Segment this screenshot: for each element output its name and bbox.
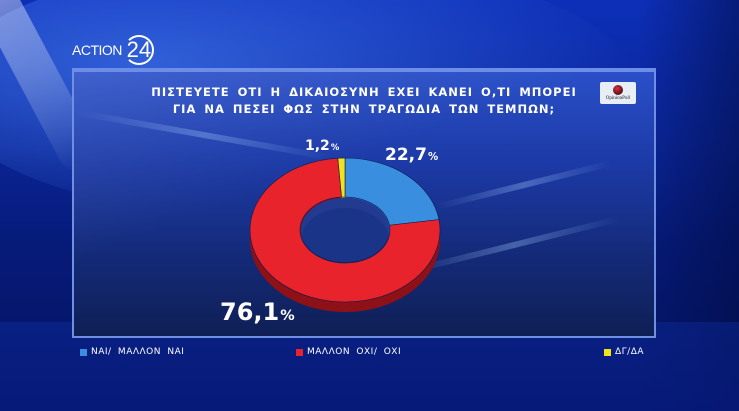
- logo-ring-icon: [123, 35, 154, 65]
- donut-slice-dont-know: [337, 157, 346, 198]
- logo-number: 24: [123, 35, 154, 65]
- label-dont-know: 1,2%: [305, 138, 340, 154]
- logo-word: ACTION: [72, 42, 122, 58]
- donut-slice-yes: [344, 157, 440, 226]
- legend-item-no: ΜΑΛΛΟΝ ΟΧΙ/ ΟΧΙ: [296, 347, 401, 357]
- legend-swatch-yellow: [604, 348, 611, 356]
- donut-chart: [249, 157, 441, 312]
- pollster-logo: OpinionPoll: [600, 82, 636, 104]
- legend-swatch-red: [296, 348, 303, 356]
- pollster-dot-icon: [613, 85, 623, 95]
- legend-item-yes: ΝΑΙ/ ΜΑΛΛΟΝ ΝΑΙ: [80, 347, 184, 357]
- label-yes: 22,7%: [385, 145, 439, 165]
- channel-logo: ACTION 24: [72, 35, 154, 65]
- poll-question: ΠΙΣΤΕΥΕΤΕ ΟΤΙ Η ΔΙΚΑΙΟΣΥΝΗ ΕΧΕΙ ΚΑΝΕΙ Ο,…: [151, 85, 577, 116]
- label-no: 76,1%: [220, 298, 295, 326]
- donut-slice-no: [249, 157, 441, 303]
- legend-swatch-blue: [80, 348, 87, 356]
- legend-item-dont-know: ΔΓ/ΔΑ: [604, 347, 644, 357]
